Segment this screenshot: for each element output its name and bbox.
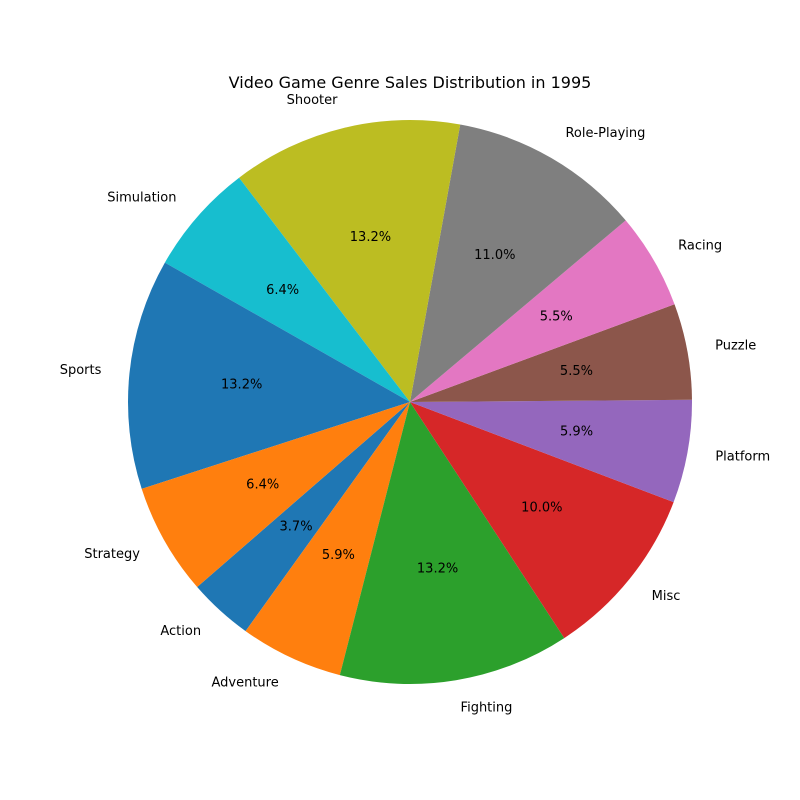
pie-slice-action <box>197 402 410 632</box>
pie-slice-strategy <box>141 402 410 588</box>
slice-percent-fighting: 13.2% <box>417 561 458 576</box>
pie-slice-fighting <box>339 402 565 684</box>
pie-slice-simulation <box>164 177 410 402</box>
slice-label-misc: Misc <box>652 589 681 604</box>
slice-percent-misc: 10.0% <box>521 501 562 516</box>
slice-label-platform: Platform <box>715 449 770 464</box>
slice-label-sports: Sports <box>60 363 102 378</box>
pie-labels: Action 3.7% Adventure 5.9% Fighting 13.2% Misc… <box>60 93 770 716</box>
pie-slice-role-playing <box>410 124 626 402</box>
pie-slice-adventure <box>245 402 410 676</box>
pie-slice-shooter <box>239 120 461 402</box>
slice-percent-simulation: 6.4% <box>266 283 299 298</box>
pie-slices <box>128 120 692 684</box>
pie-slice-platform <box>410 399 692 503</box>
slice-label-shooter: Shooter <box>287 93 338 108</box>
slice-label-puzzle: Puzzle <box>715 339 756 354</box>
slice-percent-puzzle: 5.5% <box>560 364 593 379</box>
slice-label-fighting: Fighting <box>461 701 513 716</box>
slice-label-adventure: Adventure <box>211 676 278 691</box>
slice-percent-adventure: 5.9% <box>322 548 355 563</box>
slice-percent-strategy: 6.4% <box>246 478 279 493</box>
slice-label-racing: Racing <box>678 239 722 254</box>
slice-label-simulation: Simulation <box>107 190 176 205</box>
slice-percent-sports: 13.2% <box>221 377 262 392</box>
chart-title: Video Game Genre Sales Distribution in 1… <box>229 73 592 92</box>
pie-slice-misc <box>410 402 674 639</box>
slice-percent-racing: 5.5% <box>540 309 573 324</box>
slice-percent-shooter: 13.2% <box>350 230 391 245</box>
slice-label-action: Action <box>160 624 201 639</box>
slice-label-strategy: Strategy <box>84 547 140 562</box>
pie-slice-puzzle <box>410 304 692 402</box>
slice-label-role-playing: Role-Playing <box>565 126 645 141</box>
pie-slice-sports <box>128 262 410 489</box>
slice-percent-action: 3.7% <box>280 520 313 535</box>
slice-percent-role-playing: 11.0% <box>474 248 515 263</box>
pie-slice-racing <box>410 220 675 402</box>
slice-percent-platform: 5.9% <box>560 424 593 439</box>
